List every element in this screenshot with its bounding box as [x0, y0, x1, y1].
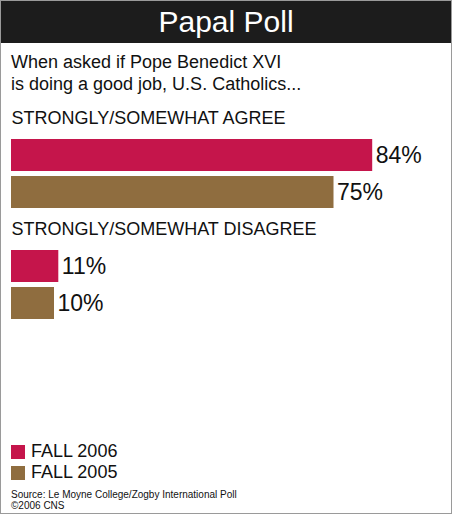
- html-text:FALL 2006: FALL 2006: [31, 441, 118, 461]
- html-text:When asked if Pope Benedict XV: When asked if Pope Benedict XVI is doing…: [11, 52, 302, 94]
- svg-text:STRONGLY/SOMEWHAT AGREE: STRONGLY/SOMEWHAT AGREE: [12, 108, 286, 128]
- html-text:Source: Le Moyne College/Zogby: Source: Le Moyne College/Zogby Internati…: [11, 489, 237, 511]
- svg-text:10%: 10%: [58, 290, 104, 316]
- svg-text:11%: 11%: [62, 253, 106, 279]
- svg-text:75%: 75%: [337, 179, 383, 205]
- html-text:FALL 2005: FALL 2005: [31, 462, 118, 482]
- svg-text:84%: 84%: [376, 142, 422, 168]
- svg-text:STRONGLY/SOMEWHAT DISAGREE: STRONGLY/SOMEWHAT DISAGREE: [12, 219, 317, 239]
- html-text:Papal Poll: Papal Poll: [158, 5, 294, 38]
